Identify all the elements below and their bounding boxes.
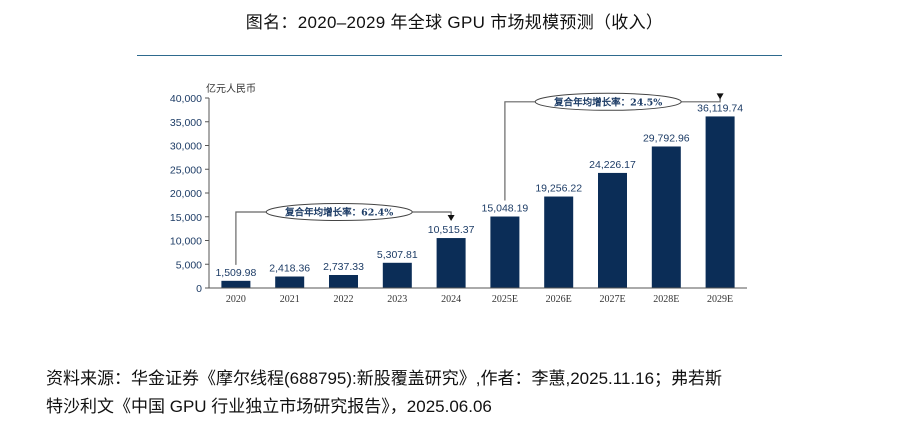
bar — [436, 238, 466, 288]
y-tick-label: 25,000 — [170, 164, 202, 176]
x-tick-label: 2027E — [599, 294, 625, 305]
y-axis-unit-label: 亿元人民币 — [206, 82, 256, 95]
bar-value-label: 15,048.19 — [482, 203, 529, 215]
bar-value-label: 29,792.96 — [643, 132, 690, 144]
bar — [651, 146, 681, 288]
bar — [329, 274, 358, 288]
x-tick-label: 2023 — [387, 294, 407, 305]
x-tick-label: 2026E — [546, 294, 572, 305]
y-tick-label: 0 — [196, 283, 202, 295]
x-tick-label: 2021 — [280, 294, 300, 305]
title-divider — [137, 55, 782, 56]
y-tick-label: 20,000 — [170, 188, 202, 200]
x-tick-label: 2024 — [441, 294, 461, 305]
arrow-head-icon — [447, 215, 455, 222]
bar — [544, 196, 574, 288]
cagr-ellipse — [534, 92, 682, 111]
x-tick-label: 2020 — [226, 294, 246, 305]
bar — [275, 276, 305, 288]
bar-value-label: 36,119.74 — [697, 102, 743, 114]
cagr-annotations: 复合年均增长率：62.4% 复合年均增长率：24.5% — [235, 92, 724, 265]
bar-value-label: 10,515.37 — [428, 224, 475, 236]
bar-value-label: 5,307.81 — [377, 249, 418, 261]
y-tick-label: 40,000 — [170, 93, 202, 105]
y-tick-label: 30,000 — [170, 141, 202, 153]
x-tick-label: 2029E — [707, 294, 733, 305]
bar — [490, 216, 520, 288]
x-tick-label: 2025E — [492, 294, 518, 305]
cagr-label: 复合年均增长率：62.4% — [284, 207, 393, 219]
bars: 1,509.98 2020 2,418.36 2021 2,737.33 2022 5,30… — [215, 102, 743, 305]
source-line-2: 特沙利文《中国 GPU 行业独立市场研究报告》，2025.06.06 — [46, 397, 492, 416]
y-tick-label: 35,000 — [170, 117, 202, 129]
arrow-head-icon — [716, 93, 724, 100]
bar — [598, 172, 627, 288]
x-tick-label: 2022 — [334, 294, 354, 305]
bar-value-label: 24,226.17 — [589, 159, 636, 171]
bar-value-label: 2,737.33 — [323, 261, 364, 273]
source-line-1: 资料来源：华金证券《摩尔线程(688795):新股覆盖研究》,作者：李蕙,202… — [46, 369, 723, 388]
y-tick-label: 10,000 — [170, 236, 202, 248]
figure-title: 图名：2020–2029 年全球 GPU 市场规模预测（收入） — [245, 13, 664, 32]
y-tick-label: 15,000 — [170, 212, 202, 224]
bar — [705, 116, 735, 288]
source-note: 资料来源：华金证券《摩尔线程(688795):新股覆盖研究》,作者：李蕙,202… — [46, 365, 896, 421]
bar — [382, 262, 412, 288]
bar-value-label: 1,509.98 — [215, 267, 256, 279]
bar — [221, 280, 251, 288]
y-axis-ticks: 0 5,000 10,000 15,000 20,000 25,000 30,000 35,0… — [170, 93, 209, 295]
cagr-ellipse — [265, 203, 413, 221]
cagr-label: 复合年均增长率：24.5% — [553, 96, 662, 108]
bar-value-label: 19,256.22 — [535, 183, 582, 195]
x-tick-label: 2028E — [653, 294, 679, 305]
y-tick-label: 5,000 — [176, 259, 202, 271]
bar-value-label: 2,418.36 — [269, 263, 310, 275]
